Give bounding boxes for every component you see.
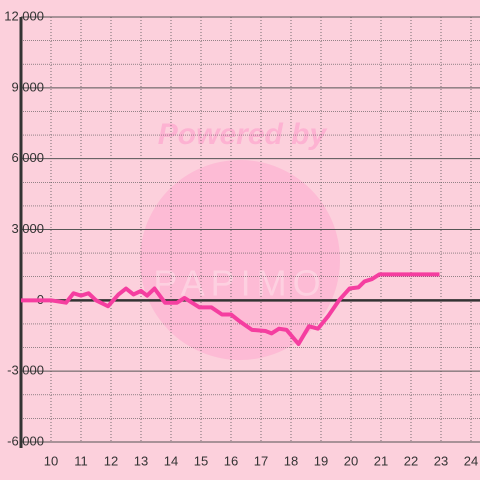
y-tick-label: 9,000	[11, 79, 44, 94]
x-tick-label: 21	[374, 453, 388, 468]
x-tick-label: 14	[164, 453, 178, 468]
x-tick-label: 12	[104, 453, 118, 468]
x-tick-label: 18	[284, 453, 298, 468]
x-tick-label: 22	[404, 453, 418, 468]
watermark-brand: PAPIMO	[153, 263, 326, 304]
watermark-text: Powered by	[158, 118, 328, 151]
x-tick-label: 23	[434, 453, 448, 468]
x-tick-label: 17	[254, 453, 268, 468]
x-tick-label: 11	[74, 453, 88, 468]
y-tick-label: 12,000	[4, 8, 44, 23]
series-line	[21, 272, 440, 347]
y-tick-label: 3,000	[11, 221, 44, 236]
x-tick-label: 24	[464, 453, 478, 468]
x-tick-label: 15	[194, 453, 208, 468]
y-tick-label: -6,000	[7, 433, 44, 448]
x-tick-label: 13	[134, 453, 148, 468]
x-tick-label: 19	[314, 453, 328, 468]
x-tick-label: 20	[344, 453, 358, 468]
x-tick-label: 10	[44, 453, 58, 468]
x-tick-label: 16	[224, 453, 238, 468]
y-tick-label: 6,000	[11, 150, 44, 165]
y-tick-label: -3,000	[7, 363, 44, 378]
watermark-circle	[140, 160, 340, 360]
